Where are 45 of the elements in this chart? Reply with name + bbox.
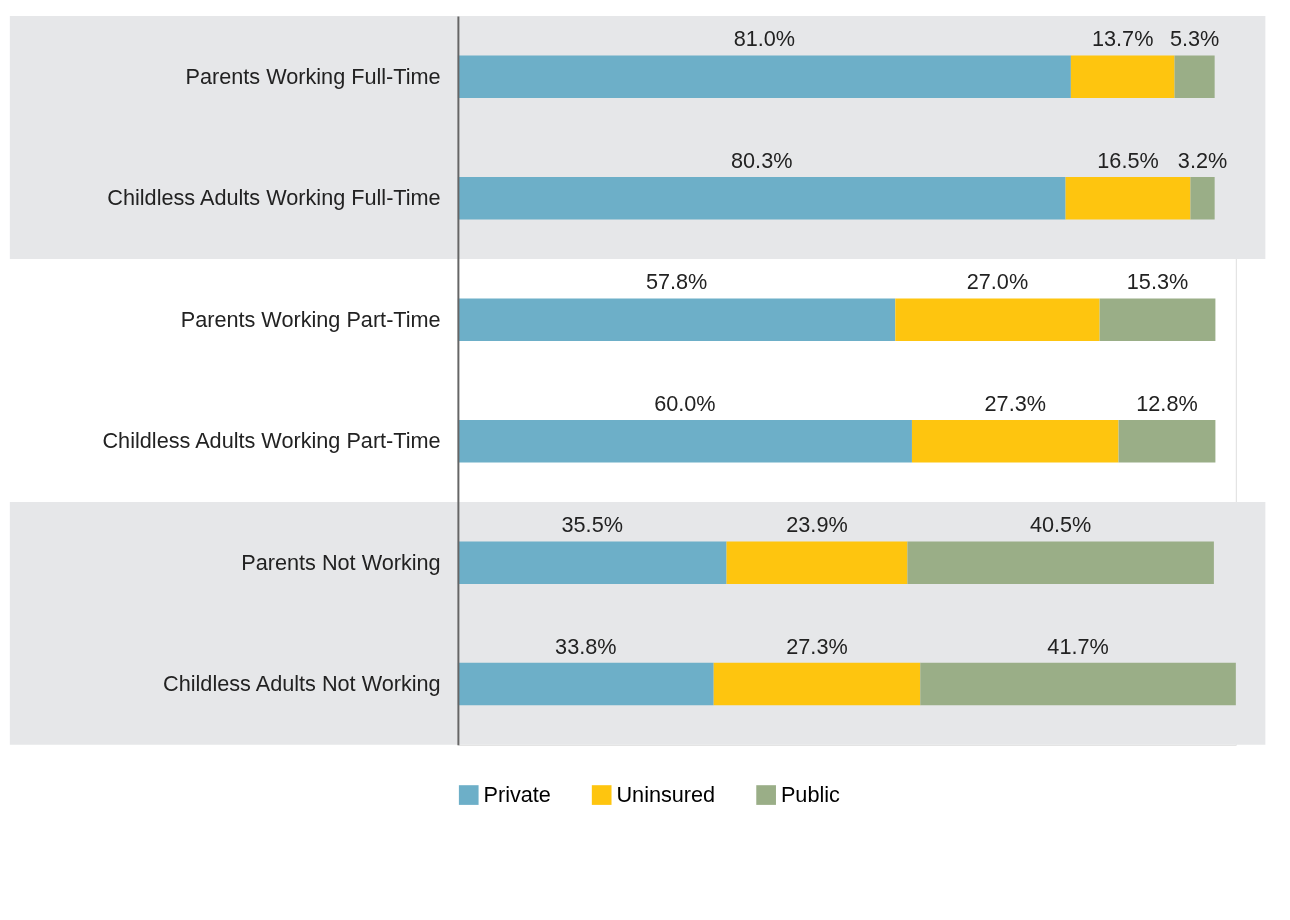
y-tick-label: Parents Working Part-Time <box>180 306 441 332</box>
bar <box>457 662 714 706</box>
y-tick-label: Childless Adults Working Full-Time <box>107 185 441 211</box>
data-label: 27.3% <box>786 633 848 659</box>
legend-label: Public <box>780 781 841 807</box>
bar <box>920 662 1236 706</box>
legend-label: Private <box>483 781 551 807</box>
data-label: 27.0% <box>966 269 1029 295</box>
data-label: 60.0% <box>654 390 716 416</box>
data-label: 16.5% <box>1097 147 1159 173</box>
bar <box>726 541 908 584</box>
bar <box>457 419 912 463</box>
data-label: 40.5% <box>1029 512 1092 538</box>
data-label: 35.5% <box>561 512 623 538</box>
data-label: 57.8% <box>645 269 708 295</box>
data-label: 3.2% <box>1177 147 1228 173</box>
data-label: 33.8% <box>555 633 617 659</box>
y-tick-label: Childless Adults Working Part-Time <box>102 428 441 454</box>
bar <box>457 298 896 341</box>
bar <box>457 541 727 584</box>
data-label: 5.3% <box>1169 26 1220 52</box>
bar <box>1070 55 1175 99</box>
bar <box>895 298 1100 341</box>
bar <box>457 177 1066 220</box>
data-label: 15.3% <box>1126 269 1189 295</box>
data-label: 12.8% <box>1136 390 1198 416</box>
bar <box>911 419 1119 463</box>
bar <box>1065 177 1191 220</box>
data-label: 80.3% <box>731 147 793 173</box>
data-label: 41.7% <box>1047 633 1109 659</box>
legend-label: Uninsured <box>616 781 716 807</box>
y-tick-label: Parents Not Working <box>241 549 441 575</box>
bar <box>1174 55 1215 99</box>
bar <box>907 541 1214 584</box>
data-label: 27.3% <box>984 390 1046 416</box>
bar <box>1118 419 1216 463</box>
data-label: 81.0% <box>733 26 796 52</box>
y-tick-label: Parents Working Full-Time <box>185 63 441 89</box>
data-label: 13.7% <box>1092 26 1154 52</box>
y-tick-label: Childless Adults Not Working <box>163 670 441 696</box>
bar <box>1099 298 1216 341</box>
bar <box>713 662 921 706</box>
bar <box>1190 177 1215 220</box>
bar <box>457 55 1071 99</box>
data-label: 23.9% <box>786 512 848 538</box>
